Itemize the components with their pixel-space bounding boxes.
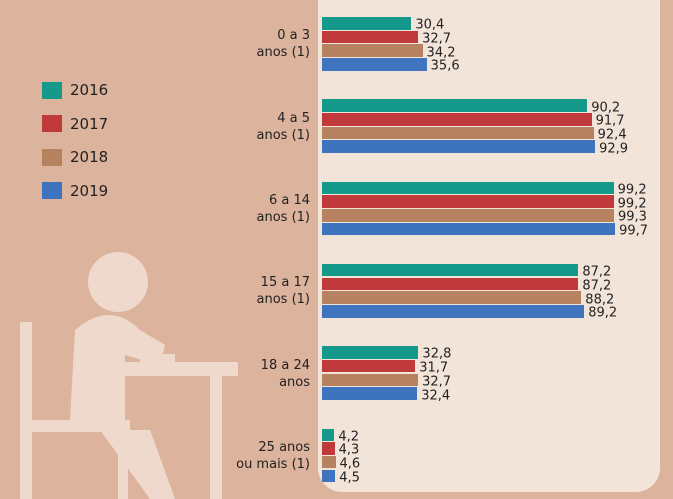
value-label: 99,2 xyxy=(618,197,647,210)
value-label: 87,2 xyxy=(582,279,611,292)
category-label: 18 a 24 anos xyxy=(190,357,310,391)
bar xyxy=(322,470,335,483)
bar xyxy=(322,140,595,153)
bar xyxy=(322,127,594,140)
value-label: 32,4 xyxy=(421,389,450,402)
bar xyxy=(322,278,578,291)
value-label: 92,9 xyxy=(599,142,628,155)
bar xyxy=(322,44,423,57)
category-label: 6 a 14 anos (1) xyxy=(190,192,310,226)
value-label: 88,2 xyxy=(585,293,614,306)
chart: 20162017201820190 a 3 anos (1)30,432,734… xyxy=(0,0,673,499)
legend-swatch xyxy=(42,149,62,166)
category-label: 15 a 17 anos (1) xyxy=(190,274,310,308)
bar xyxy=(322,346,418,359)
legend-swatch xyxy=(42,115,62,132)
bar xyxy=(322,456,336,469)
bar xyxy=(322,387,417,400)
bar xyxy=(322,182,614,195)
value-label: 34,2 xyxy=(427,46,456,59)
value-label: 91,7 xyxy=(596,115,625,128)
bar xyxy=(322,374,418,387)
bar xyxy=(322,31,418,44)
bar xyxy=(322,17,411,30)
bar xyxy=(322,223,615,236)
bar xyxy=(322,113,592,126)
value-label: 89,2 xyxy=(588,307,617,320)
bar xyxy=(322,429,334,442)
value-label: 87,2 xyxy=(582,266,611,279)
bar xyxy=(322,264,578,277)
legend-label: 2019 xyxy=(70,182,108,200)
value-label: 99,2 xyxy=(618,183,647,196)
value-label: 31,7 xyxy=(419,362,448,375)
bar xyxy=(322,305,584,318)
value-label: 32,8 xyxy=(422,348,451,361)
legend-label: 2016 xyxy=(70,81,108,99)
bar xyxy=(322,360,415,373)
legend-label: 2018 xyxy=(70,148,108,166)
legend-swatch xyxy=(42,82,62,99)
value-label: 32,7 xyxy=(422,32,451,45)
value-label: 99,7 xyxy=(619,224,648,237)
value-label: 99,3 xyxy=(618,211,647,224)
value-label: 32,7 xyxy=(422,375,451,388)
value-label: 90,2 xyxy=(591,101,620,114)
bar xyxy=(322,195,614,208)
category-label: 25 anos ou mais (1) xyxy=(190,439,310,473)
legend-swatch xyxy=(42,182,62,199)
value-label: 4,2 xyxy=(338,430,359,443)
legend-label: 2017 xyxy=(70,115,108,133)
bar xyxy=(322,291,581,304)
value-label: 92,4 xyxy=(598,128,627,141)
student-illustration xyxy=(0,0,320,499)
value-label: 4,6 xyxy=(340,458,361,471)
category-label: 4 a 5 anos (1) xyxy=(190,110,310,144)
value-label: 35,6 xyxy=(431,60,460,73)
bar xyxy=(322,209,614,222)
category-label: 0 a 3 anos (1) xyxy=(190,27,310,61)
chart-panel xyxy=(318,0,660,492)
bar xyxy=(322,58,427,71)
value-label: 30,4 xyxy=(415,19,444,32)
bar xyxy=(322,442,335,455)
bar xyxy=(322,99,587,112)
value-label: 4,3 xyxy=(339,444,360,457)
value-label: 4,5 xyxy=(339,471,360,484)
